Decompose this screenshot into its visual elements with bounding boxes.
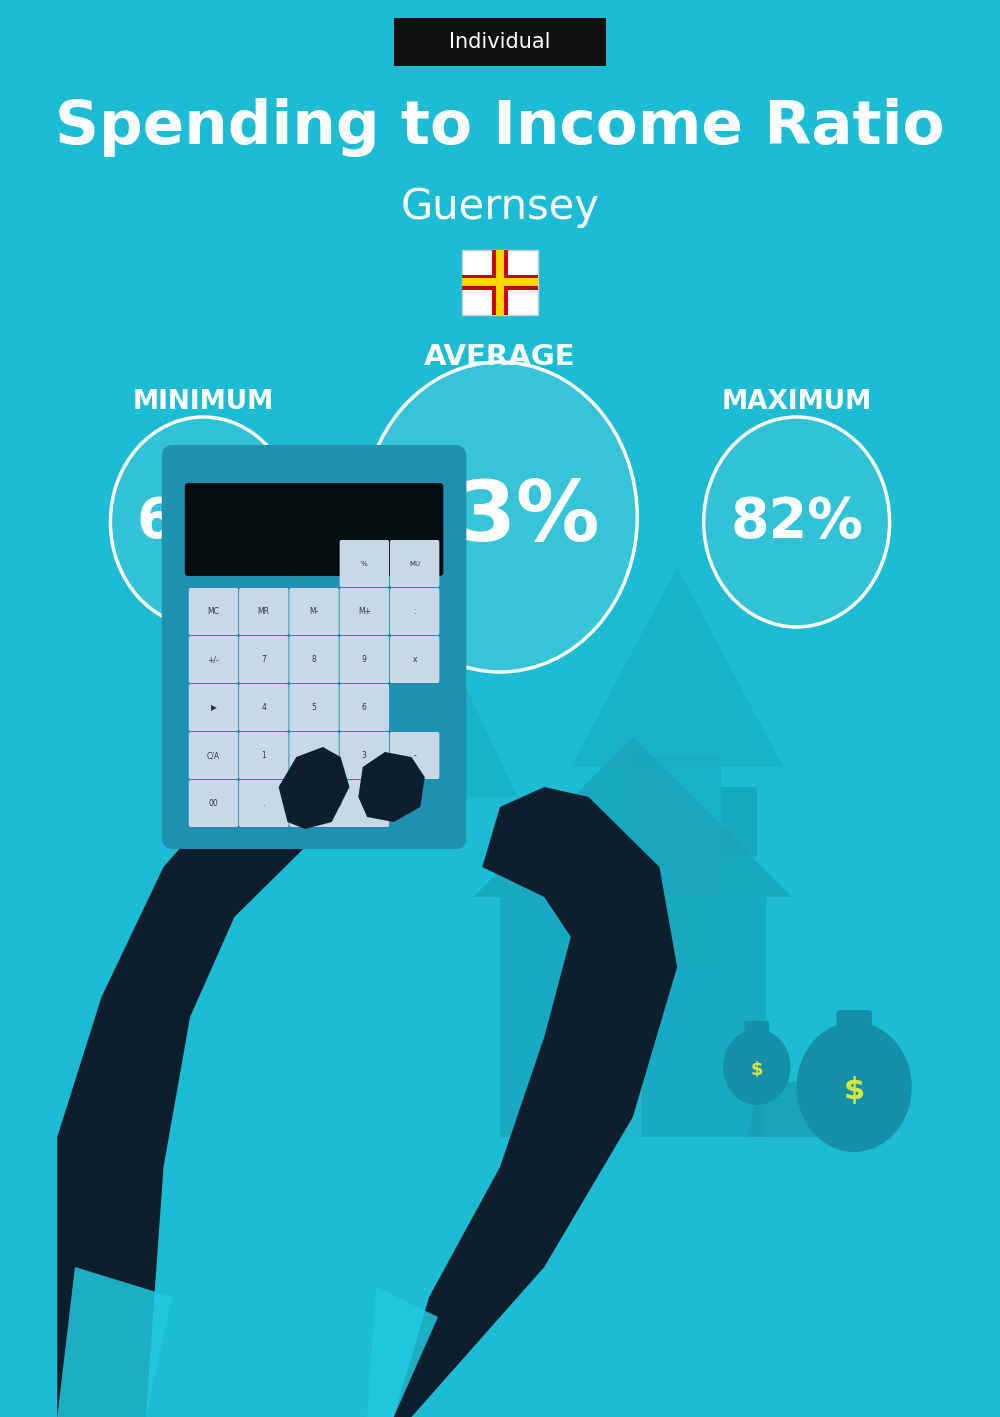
FancyBboxPatch shape	[462, 278, 538, 286]
FancyBboxPatch shape	[756, 1091, 880, 1101]
FancyBboxPatch shape	[390, 733, 439, 779]
FancyBboxPatch shape	[836, 1010, 872, 1032]
FancyBboxPatch shape	[752, 1110, 876, 1119]
Text: 65%: 65%	[137, 495, 270, 548]
FancyBboxPatch shape	[750, 1118, 874, 1128]
Circle shape	[797, 1022, 912, 1152]
FancyBboxPatch shape	[239, 733, 288, 779]
Text: MU: MU	[409, 561, 420, 567]
Polygon shape	[367, 1287, 438, 1417]
FancyBboxPatch shape	[390, 588, 439, 635]
FancyBboxPatch shape	[189, 588, 238, 635]
Circle shape	[110, 417, 296, 626]
Text: 5: 5	[312, 703, 316, 711]
Text: 6: 6	[362, 703, 367, 711]
Polygon shape	[473, 737, 792, 897]
Polygon shape	[279, 747, 349, 829]
FancyBboxPatch shape	[289, 684, 339, 731]
FancyBboxPatch shape	[340, 684, 389, 731]
FancyBboxPatch shape	[754, 1100, 878, 1110]
FancyBboxPatch shape	[580, 1027, 642, 1136]
FancyBboxPatch shape	[496, 249, 504, 315]
Circle shape	[723, 1029, 790, 1105]
Polygon shape	[358, 752, 425, 822]
FancyBboxPatch shape	[748, 1127, 872, 1136]
FancyBboxPatch shape	[394, 18, 606, 67]
Text: MC: MC	[208, 606, 219, 616]
FancyBboxPatch shape	[340, 636, 389, 683]
Text: %: %	[361, 561, 368, 567]
Text: Spending to Income Ratio: Spending to Income Ratio	[55, 98, 945, 156]
Text: 3: 3	[362, 751, 367, 760]
Text: +/-: +/-	[208, 655, 219, 665]
Text: M+: M+	[358, 606, 371, 616]
FancyBboxPatch shape	[744, 1022, 769, 1037]
Text: .: .	[263, 799, 265, 808]
FancyBboxPatch shape	[189, 636, 238, 683]
FancyBboxPatch shape	[340, 540, 389, 587]
FancyBboxPatch shape	[759, 1083, 883, 1093]
Text: 8: 8	[312, 655, 316, 665]
FancyBboxPatch shape	[289, 779, 389, 828]
FancyBboxPatch shape	[239, 636, 288, 683]
FancyBboxPatch shape	[289, 636, 339, 683]
Text: AVERAGE: AVERAGE	[424, 343, 576, 371]
FancyBboxPatch shape	[239, 684, 288, 731]
Text: MAXIMUM: MAXIMUM	[722, 390, 872, 415]
FancyBboxPatch shape	[239, 588, 288, 635]
Polygon shape	[57, 717, 403, 1417]
FancyBboxPatch shape	[289, 588, 339, 635]
FancyBboxPatch shape	[462, 275, 538, 289]
Text: Individual: Individual	[449, 33, 551, 52]
Text: 9: 9	[362, 655, 367, 665]
Text: 73%: 73%	[400, 476, 600, 557]
FancyBboxPatch shape	[162, 445, 466, 849]
FancyBboxPatch shape	[189, 733, 238, 779]
FancyBboxPatch shape	[462, 249, 538, 315]
FancyBboxPatch shape	[492, 249, 508, 315]
Text: 0: 0	[337, 799, 342, 808]
Text: $: $	[844, 1076, 865, 1104]
Circle shape	[363, 361, 637, 672]
FancyBboxPatch shape	[390, 636, 439, 683]
Text: Guernsey: Guernsey	[401, 186, 600, 228]
Text: M-: M-	[309, 606, 319, 616]
FancyBboxPatch shape	[289, 733, 339, 779]
Polygon shape	[252, 677, 411, 818]
Text: MINIMUM: MINIMUM	[133, 390, 274, 415]
Polygon shape	[500, 897, 766, 1136]
Text: $: $	[751, 1061, 763, 1078]
Text: 82%: 82%	[730, 495, 863, 548]
Text: 7: 7	[261, 655, 266, 665]
Polygon shape	[721, 786, 757, 857]
FancyBboxPatch shape	[340, 733, 389, 779]
Polygon shape	[57, 1267, 172, 1417]
FancyBboxPatch shape	[185, 483, 443, 575]
Polygon shape	[367, 638, 518, 796]
Text: 2: 2	[312, 751, 316, 760]
Text: 4: 4	[261, 703, 266, 711]
FancyBboxPatch shape	[189, 684, 238, 731]
Polygon shape	[367, 786, 677, 1417]
Polygon shape	[571, 567, 783, 767]
Text: :: :	[413, 606, 416, 616]
Text: x: x	[412, 655, 417, 665]
FancyBboxPatch shape	[633, 757, 721, 966]
Text: -: -	[413, 751, 416, 760]
FancyBboxPatch shape	[340, 588, 389, 635]
FancyBboxPatch shape	[239, 779, 288, 828]
Text: MR: MR	[258, 606, 270, 616]
Text: 1: 1	[261, 751, 266, 760]
FancyBboxPatch shape	[390, 540, 439, 587]
Circle shape	[704, 417, 890, 626]
Text: C/A: C/A	[207, 751, 220, 760]
Text: 00: 00	[209, 799, 218, 808]
Text: ▶: ▶	[211, 703, 216, 711]
FancyBboxPatch shape	[189, 779, 238, 828]
